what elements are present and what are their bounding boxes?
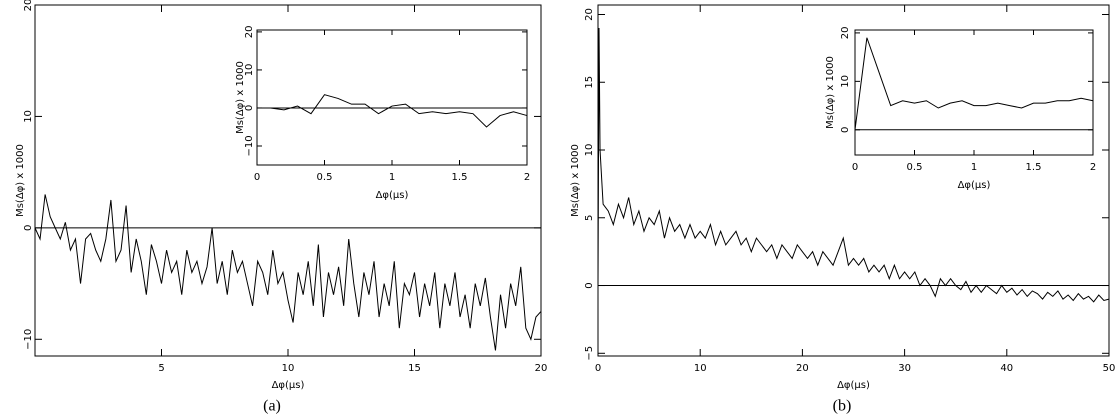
x-axis-label: Δφ(μs) <box>958 180 991 191</box>
x-tick-label: 0.5 <box>317 172 333 183</box>
y-tick-label: 5 <box>584 215 595 221</box>
y-tick-label: 10 <box>23 110 34 123</box>
x-tick-label: 10 <box>282 363 295 374</box>
x-tick-label: 0 <box>254 172 260 183</box>
y-tick-label: −10 <box>244 135 255 156</box>
x-tick-label: 1.5 <box>452 172 468 183</box>
y-tick-label: 10 <box>244 64 255 77</box>
x-tick-label: 20 <box>796 363 809 374</box>
y-tick-label: 0 <box>244 105 255 111</box>
y-axis-label: Ms(Δφ) x 1000 <box>570 144 581 217</box>
x-tick-label: 40 <box>1000 363 1013 374</box>
caption: (b) <box>833 398 852 415</box>
y-axis-label: Ms(Δφ) x 1000 <box>235 61 246 134</box>
y-tick-label: 20 <box>244 26 255 39</box>
y-tick-label: 15 <box>584 76 595 89</box>
y-tick-label: −10 <box>23 329 34 350</box>
x-tick-label: 2 <box>524 172 530 183</box>
x-tick-label: 2 <box>1090 162 1096 173</box>
x-tick-label: 1 <box>971 162 977 173</box>
x-tick-label: 0 <box>595 363 601 374</box>
x-tick-label: 1.5 <box>1026 162 1042 173</box>
x-tick-label: 30 <box>898 363 911 374</box>
x-axis-label: Δφ(μs) <box>376 190 409 201</box>
y-tick-label: 0 <box>840 127 851 133</box>
x-axis-label: Δφ(μs) <box>837 380 870 391</box>
x-tick-label: 5 <box>158 363 164 374</box>
y-tick-label: 10 <box>584 144 595 157</box>
y-axis-label: Ms(Δφ) x 1000 <box>825 56 836 129</box>
x-tick-label: 0.5 <box>907 162 923 173</box>
x-axis-label: Δφ(μs) <box>272 380 305 391</box>
x-tick-label: 1 <box>389 172 395 183</box>
y-tick-label: 10 <box>840 75 851 88</box>
x-tick-label: 50 <box>1103 363 1116 374</box>
plot-frame <box>854 29 1094 156</box>
y-tick-label: 0 <box>584 282 595 288</box>
data-line <box>34 194 542 351</box>
y-axis-label: Ms(Δφ) x 1000 <box>15 144 26 217</box>
caption: (a) <box>263 398 281 415</box>
y-tick-label: 0 <box>23 225 34 231</box>
y-tick-label: 20 <box>584 8 595 21</box>
x-tick-label: 20 <box>535 363 548 374</box>
data-line <box>257 94 528 128</box>
x-tick-label: 10 <box>694 363 707 374</box>
y-tick-label: 20 <box>23 0 34 11</box>
y-tick-label: 20 <box>840 27 851 40</box>
x-tick-label: 15 <box>408 363 421 374</box>
data-line <box>597 28 1110 303</box>
y-tick-label: −5 <box>584 346 595 361</box>
plot-frame <box>256 29 528 166</box>
x-tick-label: 0 <box>852 162 858 173</box>
data-line <box>854 37 1094 130</box>
